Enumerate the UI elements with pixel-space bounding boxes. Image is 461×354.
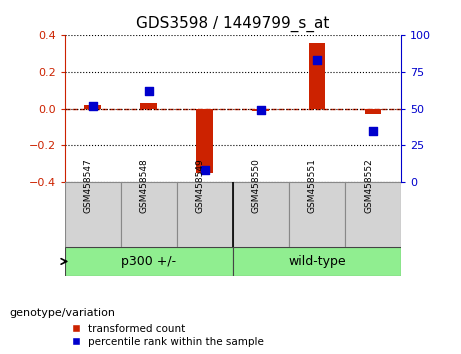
Text: GSM458548: GSM458548 — [140, 158, 148, 213]
Point — [313, 57, 321, 63]
Text: GSM458550: GSM458550 — [252, 158, 261, 213]
Text: wild-type: wild-type — [288, 255, 346, 268]
FancyBboxPatch shape — [345, 182, 401, 247]
Point — [257, 107, 265, 113]
FancyBboxPatch shape — [233, 247, 401, 276]
Text: GDS3598 / 1449799_s_at: GDS3598 / 1449799_s_at — [136, 16, 330, 32]
Point — [145, 88, 152, 94]
Text: GSM458547: GSM458547 — [83, 158, 93, 213]
FancyBboxPatch shape — [65, 247, 233, 276]
Text: genotype/variation: genotype/variation — [9, 308, 115, 318]
Bar — [140, 103, 157, 109]
Bar — [196, 109, 213, 173]
FancyBboxPatch shape — [177, 182, 233, 247]
FancyBboxPatch shape — [65, 182, 121, 247]
Point — [201, 167, 208, 173]
FancyBboxPatch shape — [233, 182, 289, 247]
Point — [369, 128, 377, 134]
Bar — [84, 105, 101, 109]
Bar — [365, 109, 381, 114]
Point — [89, 103, 96, 109]
Text: GSM458549: GSM458549 — [196, 158, 205, 213]
Bar — [253, 109, 269, 111]
Legend: transformed count, percentile rank within the sample: transformed count, percentile rank withi… — [70, 321, 266, 349]
Text: p300 +/-: p300 +/- — [121, 255, 176, 268]
Bar — [308, 43, 325, 109]
FancyBboxPatch shape — [121, 182, 177, 247]
Text: GSM458551: GSM458551 — [308, 158, 317, 213]
Text: GSM458552: GSM458552 — [364, 158, 373, 213]
FancyBboxPatch shape — [289, 182, 345, 247]
